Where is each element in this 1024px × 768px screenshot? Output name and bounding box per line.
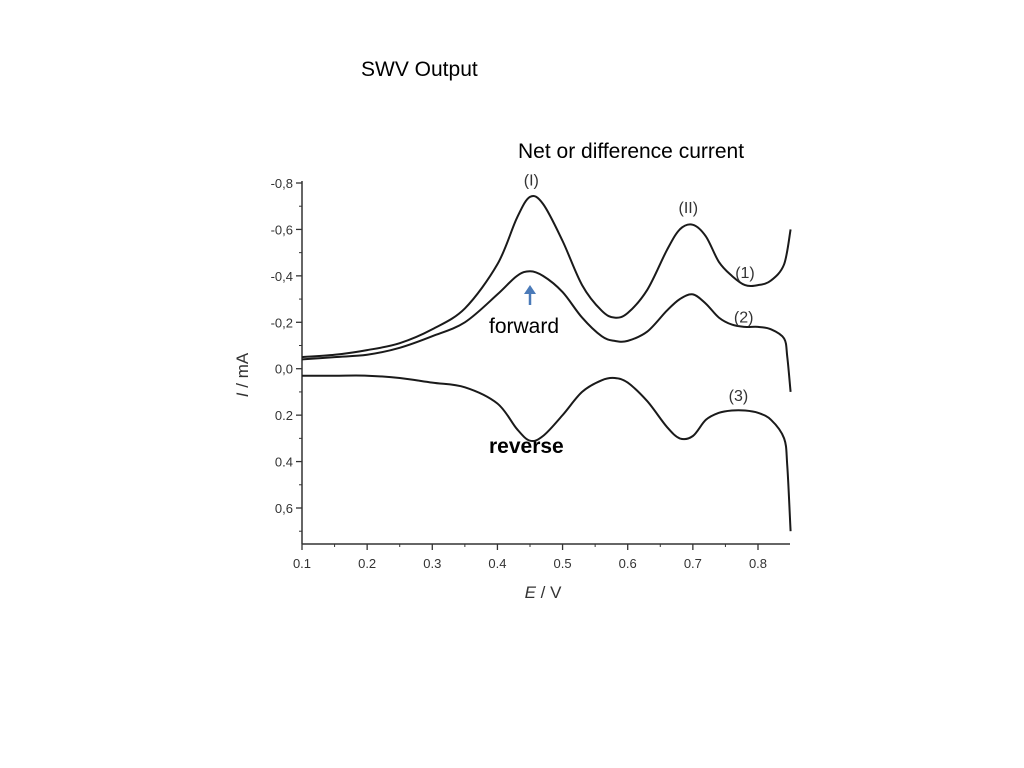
y-tick-label: -0,4	[271, 269, 293, 284]
curve-annotation: (I)	[524, 172, 539, 189]
net-current-label: Net or difference current	[518, 140, 744, 163]
series-line-2	[301, 270, 792, 393]
x-tick-label: 0.8	[749, 556, 767, 571]
x-tick-label: 0.7	[684, 556, 702, 571]
y-tick-label: -0,8	[271, 176, 293, 191]
x-tick-label: 0.2	[358, 556, 376, 571]
y-tick-label: -0,6	[271, 222, 293, 237]
curve-annotation: (2)	[734, 309, 754, 326]
forward-arrow-icon	[524, 285, 536, 305]
series-line-1	[301, 194, 792, 359]
chart-series	[301, 194, 792, 532]
y-tick-label: 0.4	[275, 455, 293, 470]
chart-axes: 0.1 0.2 0.3 0.4 0.5 0.6 0.7 0.8 -0,8 -0,6 -0,4 -0,2…	[271, 176, 790, 571]
y-tick-label: 0,0	[275, 362, 293, 377]
reverse-label: reverse	[489, 435, 564, 458]
y-tick-label: 0.2	[275, 408, 293, 423]
x-tick-label: 0.5	[554, 556, 572, 571]
curve-annotation: (1)	[735, 265, 755, 282]
y-tick-label: -0,2	[271, 315, 293, 330]
slide-title: SWV Output	[361, 58, 478, 81]
x-tick-label: 0.6	[619, 556, 637, 571]
y-tick-label: 0,6	[275, 501, 293, 516]
x-tick-label: 0.3	[423, 556, 441, 571]
chart-annotations: (I) (II) (1) (2) (3)	[524, 172, 755, 405]
x-tick-label: 0.1	[293, 556, 311, 571]
y-axis-title: I / mA	[233, 352, 252, 397]
curve-annotation: (II)	[679, 200, 699, 217]
x-axis-title: E / V	[525, 583, 563, 602]
series-line-3	[302, 374, 792, 532]
forward-label: forward	[489, 315, 559, 338]
curve-annotation: (3)	[729, 388, 749, 405]
x-tick-label: 0.4	[488, 556, 506, 571]
